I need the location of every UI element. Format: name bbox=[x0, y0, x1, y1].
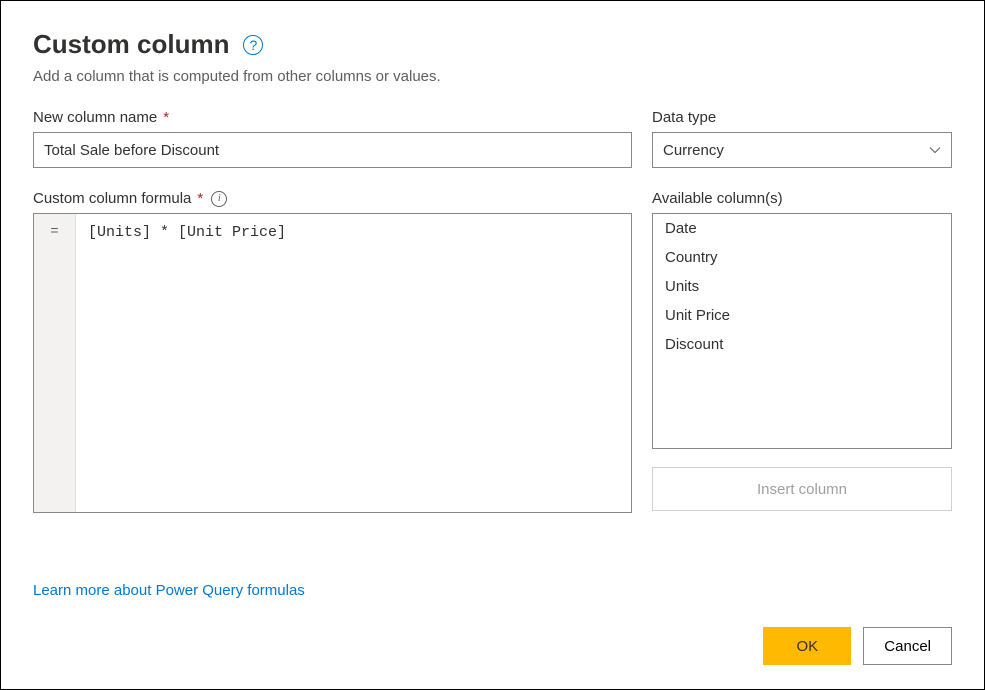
ok-button[interactable]: OK bbox=[763, 627, 851, 665]
learn-more-link[interactable]: Learn more about Power Query formulas bbox=[33, 582, 632, 599]
formula-editor[interactable]: [Units] * [Unit Price] bbox=[76, 214, 631, 512]
dialog-title: Custom column bbox=[33, 29, 229, 60]
help-icon[interactable]: ? bbox=[243, 35, 263, 55]
available-columns-label: Available column(s) bbox=[652, 190, 952, 207]
column-item[interactable]: Discount bbox=[653, 330, 951, 359]
column-item[interactable]: Country bbox=[653, 243, 951, 272]
required-indicator: * bbox=[197, 190, 203, 207]
formula-gutter: = bbox=[34, 214, 76, 512]
new-column-name-input[interactable] bbox=[33, 132, 632, 168]
new-column-name-label: New column name * bbox=[33, 109, 632, 126]
data-type-value: Currency bbox=[663, 142, 724, 159]
column-item[interactable]: Date bbox=[653, 214, 951, 243]
column-item[interactable]: Units bbox=[653, 272, 951, 301]
data-type-dropdown[interactable]: Currency bbox=[652, 132, 952, 168]
formula-editor-container: = [Units] * [Unit Price] bbox=[33, 213, 632, 513]
available-columns-list: DateCountryUnitsUnit PriceDiscount bbox=[652, 213, 952, 449]
info-icon[interactable]: i bbox=[211, 191, 227, 207]
chevron-down-icon bbox=[929, 146, 941, 154]
column-item[interactable]: Unit Price bbox=[653, 301, 951, 330]
insert-column-button[interactable]: Insert column bbox=[652, 467, 952, 511]
cancel-button[interactable]: Cancel bbox=[863, 627, 952, 665]
dialog-subtitle: Add a column that is computed from other… bbox=[33, 68, 952, 85]
data-type-label: Data type bbox=[652, 109, 952, 126]
formula-label: Custom column formula * i bbox=[33, 190, 632, 207]
required-indicator: * bbox=[163, 109, 169, 126]
